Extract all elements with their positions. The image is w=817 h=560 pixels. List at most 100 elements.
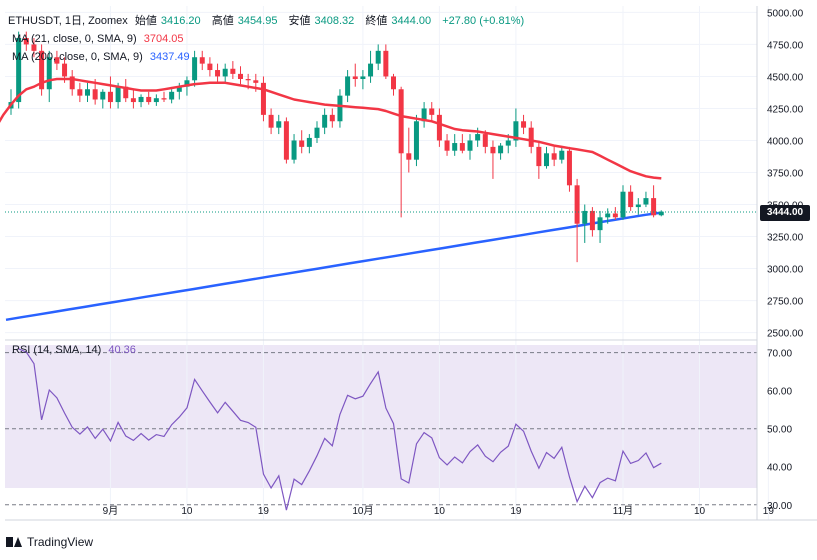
time-tick-label: 19 [510, 506, 522, 517]
time-tick-label: 10 [434, 506, 446, 517]
candle-body [589, 210, 595, 231]
candle-body [329, 114, 335, 122]
candle-body [23, 38, 29, 45]
candle-body [230, 68, 236, 74]
candle-body [620, 191, 626, 218]
rsi-line [18, 348, 662, 511]
candle-body [115, 86, 121, 103]
candle-body [360, 76, 366, 80]
time-tick-label: 11月 [613, 505, 633, 517]
grid [5, 6, 769, 520]
candle-body [436, 114, 442, 141]
rsi-path [18, 348, 662, 511]
rsi-band [5, 345, 757, 488]
close-label: 終値 [365, 15, 388, 27]
candle-body [467, 140, 473, 151]
candle-body [421, 108, 427, 122]
candle-body [375, 50, 381, 64]
ma21-line [0, 77, 662, 180]
candle-body [406, 153, 412, 160]
rsi-legend[interactable]: RSI (14, SMA, 14) 40.36 [12, 344, 140, 356]
candle-body [559, 150, 565, 160]
candle-body [184, 80, 190, 87]
candle-body [551, 153, 557, 160]
candle-body [635, 204, 641, 208]
candle-body [39, 50, 45, 90]
ma200-label: MA (200, close, 0, SMA, 9) [12, 51, 143, 63]
candle-body [291, 140, 297, 160]
candle-body [253, 80, 259, 83]
open-value: 3416.20 [160, 15, 201, 27]
candle-body [215, 70, 221, 77]
candle-body [391, 76, 396, 90]
candle-body [628, 191, 634, 208]
high-value: 3454.95 [237, 15, 278, 27]
time-tick-label: 10月 [352, 505, 373, 517]
candle-body [444, 140, 450, 151]
rsi-label: RSI (14, SMA, 14) [12, 344, 102, 356]
candle-body [322, 114, 328, 128]
price-tick-label: 3250.00 [767, 233, 804, 244]
symbol-label[interactable]: ETHUSDT, 1日, Zoomex [8, 15, 128, 27]
candle-body [123, 86, 129, 99]
ohlc-legend: ETHUSDT, 1日, Zoomex 始値 3416.20 高値 3454.95 … [8, 12, 528, 28]
candle-body [260, 82, 266, 115]
candle-body [459, 143, 465, 151]
candle-body [605, 213, 611, 218]
candle-body [130, 98, 136, 103]
candle-body [283, 121, 289, 160]
candle-body [452, 143, 458, 151]
rsi-tick-label: 40.00 [767, 463, 792, 474]
candle-body [612, 213, 618, 218]
tradingview-icon [6, 537, 22, 547]
price-tick-label: 3000.00 [767, 265, 804, 276]
ma200-legend[interactable]: MA (200, close, 0, SMA, 9) 3437.49 [12, 51, 194, 63]
time-tick-label: 19 [763, 506, 775, 517]
price-tick-label: 3750.00 [767, 169, 804, 180]
brand-label: TradingView [27, 535, 94, 549]
high-label: 高値 [211, 15, 234, 27]
candle-body [54, 57, 60, 64]
candle-body [69, 76, 75, 90]
candle-body [199, 57, 205, 64]
ma21-legend[interactable]: MA (21, close, 0, SMA, 9) 3704.05 [12, 33, 188, 45]
time-tick-label: 10 [694, 506, 706, 517]
time-tick-label: 10 [181, 506, 193, 517]
change-value: +27.80 (+0.81%) [442, 15, 525, 27]
candle-body [153, 98, 159, 103]
candle-body [505, 140, 511, 146]
candle-body [566, 150, 572, 186]
candle-body [62, 63, 68, 77]
rsi-tick-label: 50.00 [767, 425, 792, 436]
candle-body [521, 121, 527, 128]
ma21-path [0, 77, 662, 180]
candle-body [238, 73, 243, 80]
candle-body [429, 108, 435, 115]
candle-body [192, 57, 198, 81]
candle-body [146, 96, 152, 103]
close-value: 3444.00 [391, 15, 432, 27]
ma21-value: 3704.05 [143, 33, 184, 45]
price-axis: 2500.002750.003000.003250.003500.003750.… [767, 8, 804, 339]
ma200-line [5, 211, 662, 322]
time-tick-label: 9月 [103, 505, 119, 517]
time-tick-label: 19 [258, 506, 270, 517]
candle-body [475, 134, 481, 141]
candle-body [107, 91, 113, 103]
low-value: 3408.32 [314, 15, 355, 27]
rsi-tick-label: 30.00 [767, 501, 792, 512]
rsi-axis: 30.00 40.00 50.00 60.00 70.00 [767, 349, 792, 512]
low-label: 安値 [288, 15, 311, 27]
candle-body [658, 211, 664, 216]
price-tick-label: 2750.00 [767, 297, 804, 308]
candle-body [368, 63, 374, 77]
rsi-tick-label: 70.00 [767, 349, 792, 360]
ma21-label: MA (21, close, 0, SMA, 9) [12, 33, 137, 45]
candle-body [46, 57, 52, 90]
tradingview-logo[interactable]: TradingView [6, 535, 93, 549]
candle-body [222, 68, 228, 77]
candle-body [513, 121, 519, 141]
last-price-tag: 3444.00 [760, 205, 810, 221]
candle-body [337, 95, 343, 122]
